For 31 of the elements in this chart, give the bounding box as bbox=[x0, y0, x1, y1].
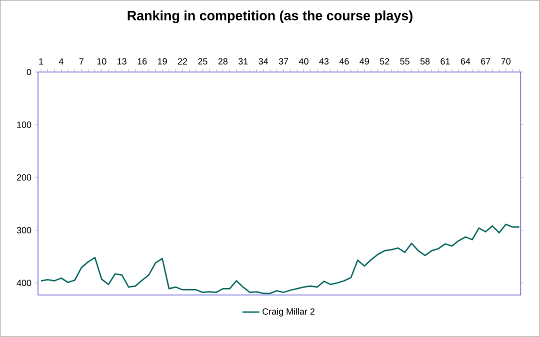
x-tick-label: 16 bbox=[138, 58, 147, 65]
x-tick-label: 37 bbox=[278, 58, 288, 65]
x-tick-label: 28 bbox=[218, 58, 228, 65]
x-tick-label: 25 bbox=[198, 58, 208, 65]
chart-title: Ranking in competition (as the course plays) bbox=[128, 10, 412, 24]
x-tick-label: 67 bbox=[481, 58, 490, 65]
x-tick-label: 4 bbox=[58, 58, 64, 64]
x-tick-label: 1 bbox=[39, 58, 44, 64]
x-tick-label: 43 bbox=[319, 58, 329, 65]
x-tick-label: 70 bbox=[501, 58, 511, 65]
x-tick-label: 10 bbox=[97, 58, 106, 65]
y-tick-label: 100 bbox=[17, 122, 32, 128]
y-tick-label: 300 bbox=[16, 226, 32, 234]
x-tick-label: 55 bbox=[400, 58, 410, 65]
x-tick-label: 46 bbox=[339, 58, 349, 65]
x-tick-label: 19 bbox=[158, 58, 167, 65]
legend-label: Craig Millar 2 bbox=[262, 308, 314, 316]
x-tick-label: 22 bbox=[178, 58, 188, 64]
y-tick-label: 200 bbox=[16, 174, 32, 181]
y-tick-label: 0 bbox=[26, 68, 32, 76]
x-tick-label: 40 bbox=[298, 58, 308, 65]
x-tick-label: 13 bbox=[118, 58, 126, 65]
x-tick-label: 61 bbox=[440, 58, 450, 65]
x-tick-label: 52 bbox=[380, 58, 390, 65]
x-tick-label: 31 bbox=[238, 58, 248, 65]
x-tick-label: 58 bbox=[420, 58, 430, 65]
y-tick-label: 400 bbox=[16, 280, 32, 286]
x-tick-label: 7 bbox=[79, 58, 84, 64]
x-tick-label: 34 bbox=[258, 58, 268, 65]
x-tick-label: 49 bbox=[360, 58, 369, 65]
x-tick-label: 64 bbox=[460, 58, 470, 65]
